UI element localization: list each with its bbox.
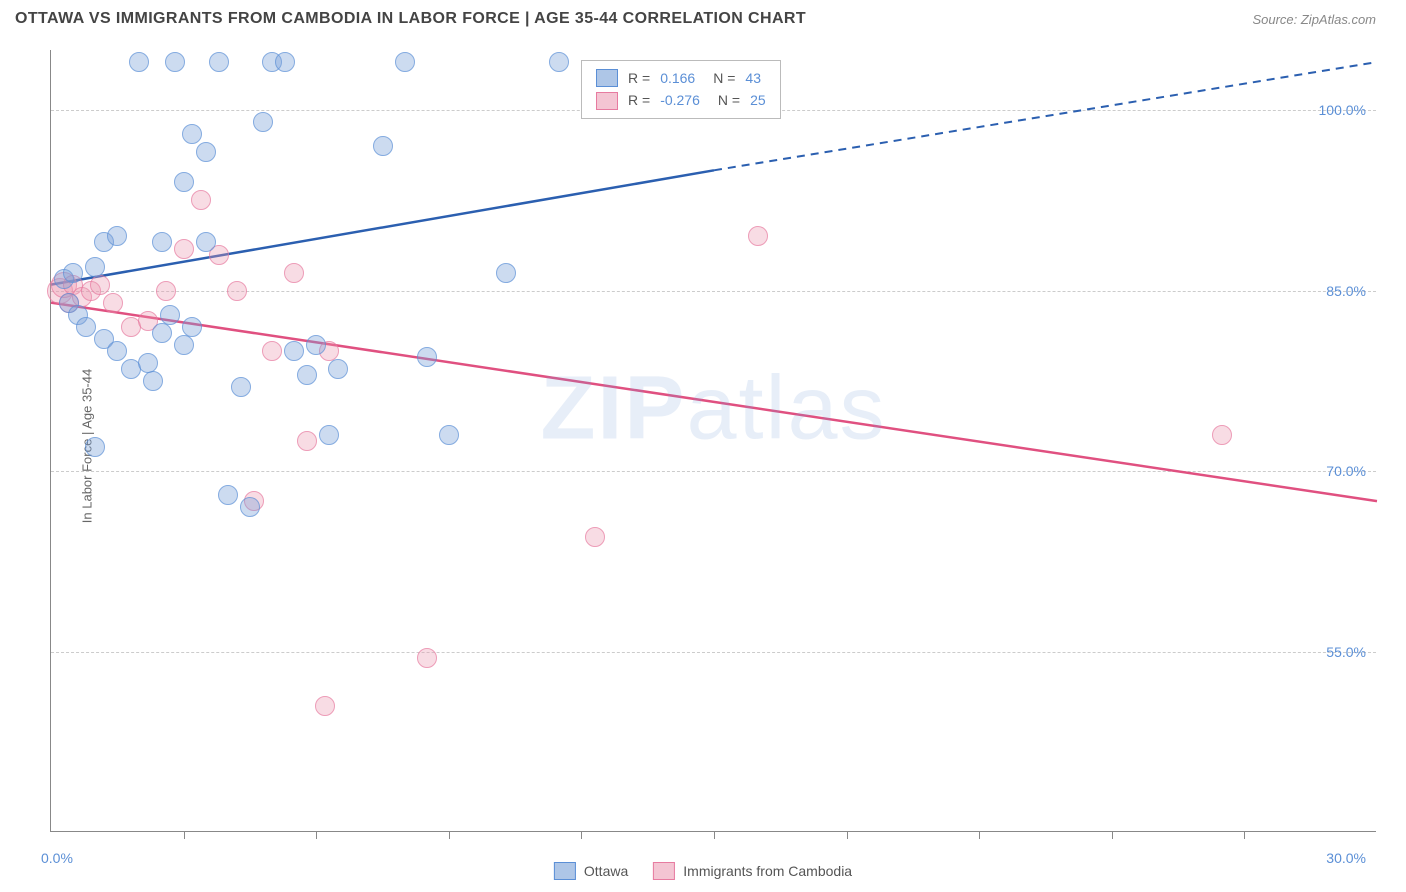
chart-title: OTTAWA VS IMMIGRANTS FROM CAMBODIA IN LA… bbox=[15, 10, 806, 28]
data-point bbox=[160, 305, 180, 325]
data-point bbox=[240, 497, 260, 517]
x-axis-max-label: 30.0% bbox=[1326, 850, 1366, 866]
r-value-cambodia: -0.276 bbox=[660, 89, 700, 111]
data-point bbox=[182, 124, 202, 144]
data-point bbox=[174, 239, 194, 259]
data-point bbox=[306, 335, 326, 355]
data-point bbox=[417, 648, 437, 668]
data-point bbox=[152, 232, 172, 252]
data-point bbox=[439, 425, 459, 445]
r-value-ottawa: 0.166 bbox=[660, 67, 695, 89]
x-tick bbox=[581, 831, 582, 839]
data-point bbox=[585, 527, 605, 547]
correlation-stats-box: R = 0.166 N = 43 R = -0.276 N = 25 bbox=[581, 60, 781, 119]
data-point bbox=[549, 52, 569, 72]
n-value-cambodia: 25 bbox=[750, 89, 766, 111]
data-point bbox=[417, 347, 437, 367]
n-label: N = bbox=[713, 67, 735, 89]
chart-plot-area: 100.0%85.0%70.0%55.0% ZIPatlas R = 0.166… bbox=[50, 50, 1376, 832]
x-tick bbox=[316, 831, 317, 839]
x-tick bbox=[1112, 831, 1113, 839]
swatch-cambodia-icon bbox=[596, 92, 618, 110]
swatch-ottawa-icon bbox=[554, 862, 576, 880]
data-point bbox=[284, 341, 304, 361]
data-point bbox=[262, 341, 282, 361]
data-point bbox=[496, 263, 516, 283]
data-point bbox=[174, 335, 194, 355]
data-point bbox=[373, 136, 393, 156]
data-point bbox=[85, 257, 105, 277]
stats-row-cambodia: R = -0.276 N = 25 bbox=[596, 89, 766, 111]
data-point bbox=[165, 52, 185, 72]
data-point bbox=[129, 52, 149, 72]
data-point bbox=[297, 431, 317, 451]
legend-label-cambodia: Immigrants from Cambodia bbox=[683, 863, 852, 879]
data-point bbox=[319, 425, 339, 445]
data-point bbox=[103, 293, 123, 313]
data-point bbox=[90, 275, 110, 295]
data-point bbox=[218, 485, 238, 505]
data-point bbox=[227, 281, 247, 301]
x-tick bbox=[1244, 831, 1245, 839]
r-label: R = bbox=[628, 67, 650, 89]
data-point bbox=[748, 226, 768, 246]
x-tick bbox=[184, 831, 185, 839]
x-tick bbox=[714, 831, 715, 839]
data-point bbox=[63, 263, 83, 283]
data-point bbox=[1212, 425, 1232, 445]
data-point bbox=[174, 172, 194, 192]
swatch-ottawa-icon bbox=[596, 69, 618, 87]
n-label: N = bbox=[718, 89, 740, 111]
data-point bbox=[85, 437, 105, 457]
series-legend: Ottawa Immigrants from Cambodia bbox=[554, 862, 852, 880]
stats-row-ottawa: R = 0.166 N = 43 bbox=[596, 67, 766, 89]
source-attribution: Source: ZipAtlas.com bbox=[1252, 12, 1376, 27]
data-point bbox=[395, 52, 415, 72]
legend-item-cambodia: Immigrants from Cambodia bbox=[653, 862, 852, 880]
data-point bbox=[191, 190, 211, 210]
data-point bbox=[209, 52, 229, 72]
data-point bbox=[156, 281, 176, 301]
data-point bbox=[196, 142, 216, 162]
r-label: R = bbox=[628, 89, 650, 111]
data-point bbox=[196, 232, 216, 252]
trend-lines bbox=[51, 50, 1376, 831]
data-point bbox=[284, 263, 304, 283]
swatch-cambodia-icon bbox=[653, 862, 675, 880]
legend-item-ottawa: Ottawa bbox=[554, 862, 628, 880]
data-point bbox=[275, 52, 295, 72]
x-tick bbox=[979, 831, 980, 839]
data-point bbox=[297, 365, 317, 385]
data-point bbox=[107, 341, 127, 361]
legend-label-ottawa: Ottawa bbox=[584, 863, 628, 879]
x-tick bbox=[847, 831, 848, 839]
data-point bbox=[315, 696, 335, 716]
data-point bbox=[182, 317, 202, 337]
x-axis-min-label: 0.0% bbox=[41, 850, 73, 866]
data-point bbox=[138, 353, 158, 373]
data-point bbox=[231, 377, 251, 397]
data-point bbox=[328, 359, 348, 379]
data-point bbox=[107, 226, 127, 246]
data-point bbox=[152, 323, 172, 343]
data-point bbox=[143, 371, 163, 391]
data-point bbox=[76, 317, 96, 337]
n-value-ottawa: 43 bbox=[745, 67, 761, 89]
data-point bbox=[253, 112, 273, 132]
x-tick bbox=[449, 831, 450, 839]
